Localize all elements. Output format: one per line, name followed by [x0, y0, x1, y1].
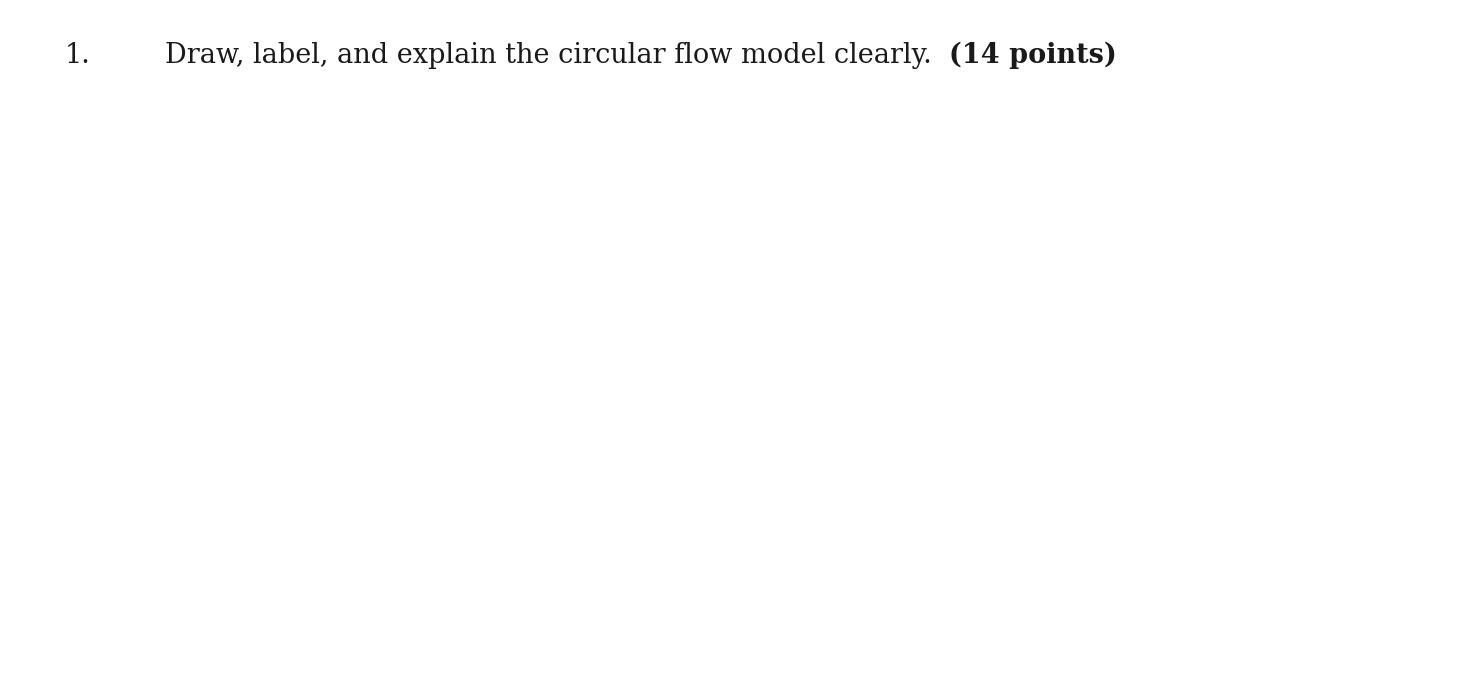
Text: Draw, label, and explain the circular flow model clearly.: Draw, label, and explain the circular fl…: [165, 42, 949, 69]
Text: (14 points): (14 points): [949, 42, 1117, 69]
Text: 1.: 1.: [66, 42, 90, 69]
